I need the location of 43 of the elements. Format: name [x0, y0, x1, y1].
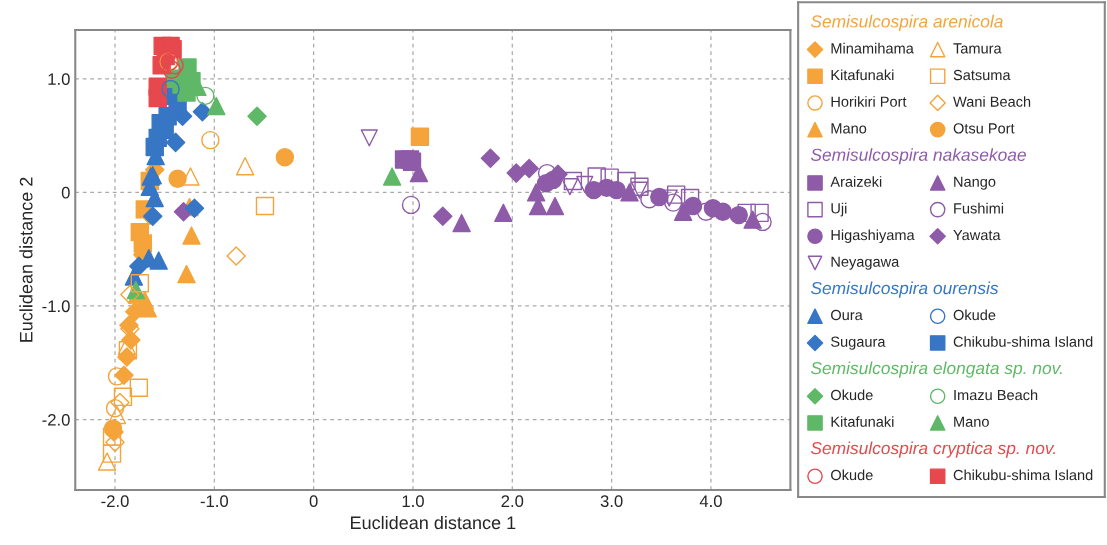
y-tick-label: 0 — [61, 186, 70, 199]
legend-label: Mano — [954, 416, 989, 427]
legend-label: Sugaura — [831, 336, 886, 350]
legend-label: Neyagawa — [831, 256, 900, 270]
x-tick-label: 1.0 — [402, 495, 424, 508]
text: Semisulcospira elongata sp. nov. — [810, 361, 1062, 378]
legend-label: Okude — [831, 469, 873, 481]
legend-label: Horikiri Port — [831, 96, 907, 107]
legend-label: Fushimi — [954, 202, 1004, 214]
legend-label: Wani Beach — [953, 96, 1031, 107]
legend-label: Imazu Beach — [954, 389, 1038, 401]
text: Semisulcospira nakasekoae — [810, 148, 1026, 165]
legend-label: Minamihama — [831, 42, 914, 54]
legend-label: Kitafunaki — [831, 69, 894, 81]
text: Semisulcospira arenicola — [810, 14, 1003, 32]
x-tick-label: 2.0 — [501, 495, 524, 508]
legend-label: Nango — [954, 176, 996, 190]
x-axis-title: Euclidean distance 1 — [351, 515, 516, 530]
y-tick-label: -2.0 — [42, 413, 70, 426]
legend-label: Otsu Port — [953, 123, 1015, 134]
x-tick-label: -2.0 — [101, 495, 129, 508]
x-tick-label: 0 — [309, 495, 318, 508]
legend-label: Tamura — [953, 43, 1002, 54]
text: Semisulcospira cryptica sp. nov. — [810, 441, 1055, 458]
x-tick-label: 4.0 — [699, 495, 722, 508]
y-tick-label: -1.0 — [42, 300, 70, 313]
y-tick-label: 1.0 — [48, 73, 70, 86]
legend-label: Okude — [953, 309, 996, 321]
legend-label: Higashiyama — [831, 229, 915, 244]
x-tick-label: 3.0 — [600, 495, 623, 508]
text: Semisulcospira ourensis — [810, 281, 999, 298]
legend-label: Satsuma — [953, 69, 1011, 81]
legend-label: Araizeki — [830, 176, 882, 187]
legend-label: Kitafunaki — [831, 416, 894, 427]
y-axis-title: Euclidean distance 2 — [19, 177, 33, 342]
x-tick-label: -1.0 — [200, 495, 229, 508]
legend-label: Oura — [831, 309, 863, 321]
legend-label: Okude — [831, 389, 873, 401]
legend-label: Chikubu-shima Island — [953, 336, 1093, 347]
legend-label: Chikubu-shima Island — [953, 469, 1093, 481]
legend-label: Mano — [831, 123, 867, 134]
legend-label: Yawata — [953, 230, 1001, 241]
legend-label: Uji — [831, 202, 847, 217]
